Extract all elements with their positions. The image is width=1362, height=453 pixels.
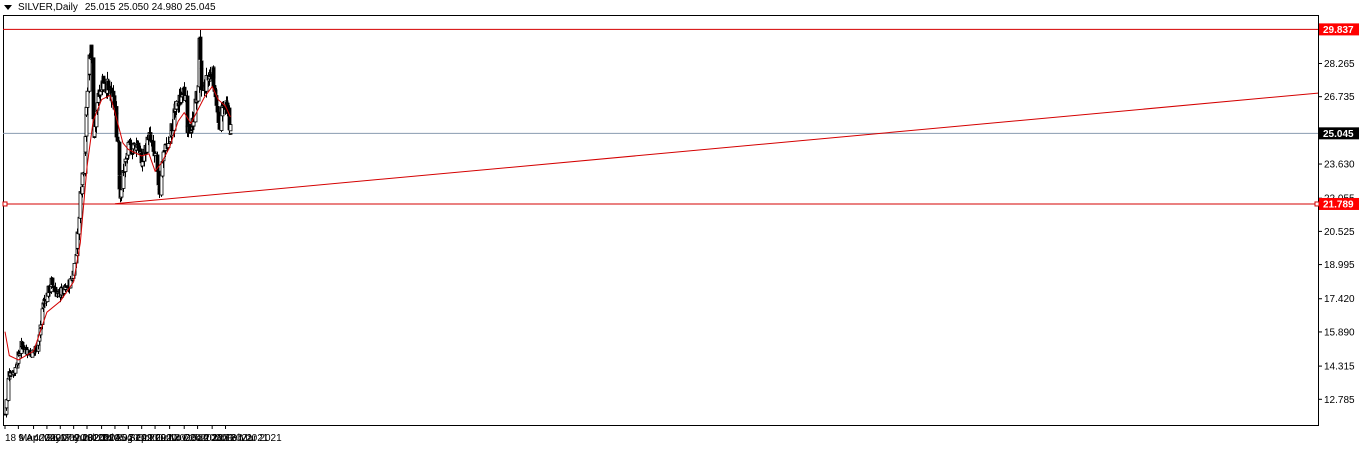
x-tick-label: 9 Apr 2020 [18, 433, 67, 444]
candle-body [85, 90, 90, 108]
candle-body [89, 45, 94, 59]
x-tick-label: 18 Mar 2020 [5, 433, 62, 444]
candle-body [84, 113, 89, 137]
candle-body [160, 162, 165, 177]
support-trendline[interactable] [114, 92, 1319, 205]
candle-body [140, 161, 145, 167]
y-tick-label: 17.420 [1324, 294, 1355, 305]
candle-body [208, 73, 213, 78]
x-tick-label: 29 Jan 2021 [198, 433, 253, 444]
candle-body [17, 353, 22, 356]
candle-body [6, 378, 11, 401]
y-tick-label: 12.785 [1324, 395, 1355, 406]
level-anchor-left[interactable] [2, 201, 8, 207]
x-tick-label: 20 Nov 2020 [155, 433, 212, 444]
x-tick-label: 31 Jul 2020 [87, 433, 139, 444]
candle-body [216, 111, 221, 123]
candle-body [191, 121, 196, 127]
candle-body [159, 174, 164, 196]
candle-body [199, 68, 204, 91]
candle-body [117, 175, 122, 190]
candle-body [199, 60, 204, 70]
y-tick-label: 20.525 [1324, 227, 1355, 238]
level-anchor-right[interactable] [1314, 201, 1320, 207]
candle-body [117, 141, 122, 176]
candle-body [13, 367, 18, 374]
y-tick-label: 18.995 [1324, 260, 1355, 271]
x-tick-label: 7 Jan 2021 [184, 433, 234, 444]
candle-body [80, 185, 85, 195]
level-price-label: 21.789 [1323, 199, 1354, 210]
candle-body [50, 278, 55, 285]
y-tick-label: 26.735 [1324, 92, 1355, 103]
candle-body [106, 83, 111, 91]
x-tick-label: 22 Feb 2021 [212, 433, 269, 444]
candle-body [119, 189, 124, 198]
x-tick-label: 16 Mar 2021 [226, 433, 283, 444]
x-tick-label: 14 Dec 2020 [170, 433, 227, 444]
candle-body [83, 136, 88, 153]
symbol-timeframe: SILVER,Daily [18, 2, 78, 13]
candle-body [75, 231, 80, 249]
y-tick-label: 14.315 [1324, 362, 1355, 373]
candle-body [55, 291, 60, 294]
level-price-label-bg [1319, 197, 1359, 210]
y-tick-label: 23.630 [1324, 160, 1355, 171]
x-tick-label: 24 Aug 2020 [102, 433, 159, 444]
x-tick-label: 17 Jun 2020 [60, 433, 115, 444]
candle-body [91, 57, 96, 120]
candle-body [148, 134, 153, 141]
candle-body [4, 399, 9, 409]
candle-body [228, 124, 233, 132]
y-tick-label: 15.890 [1324, 327, 1355, 338]
candle-body [123, 158, 128, 162]
candle-body [221, 106, 226, 109]
candle-body [78, 191, 83, 219]
y-tick-label: 28.265 [1324, 59, 1355, 70]
moving-average-line [4, 85, 231, 361]
x-tick-label: 7 Oct 2020 [128, 433, 177, 444]
candle-body [115, 136, 120, 142]
x-tick-label: 15 Sep 2020 [115, 433, 172, 444]
x-tick-label: 26 May 2020 [47, 433, 105, 444]
candle-body [94, 110, 99, 128]
candle-body [198, 36, 203, 60]
x-tick-label: 29 Oct 2020 [142, 433, 197, 444]
current-price-label: 25.045 [1323, 129, 1354, 140]
ohlc-readout: 25.015 25.050 24.980 25.045 [84, 2, 216, 13]
candle-body [228, 132, 233, 135]
x-tick-label: 9 Jul 2020 [74, 433, 121, 444]
level-price-label-bg [1319, 23, 1359, 36]
chart-header: SILVER,Daily 25.015 25.050 24.980 25.045 [4, 2, 216, 13]
current-price-label-bg [1319, 127, 1359, 140]
dropdown-triangle-icon[interactable] [4, 5, 12, 10]
plot-frame [3, 15, 1319, 426]
level-price-label: 29.837 [1323, 25, 1354, 36]
x-tick-label: 4 May 2020 [34, 433, 87, 444]
